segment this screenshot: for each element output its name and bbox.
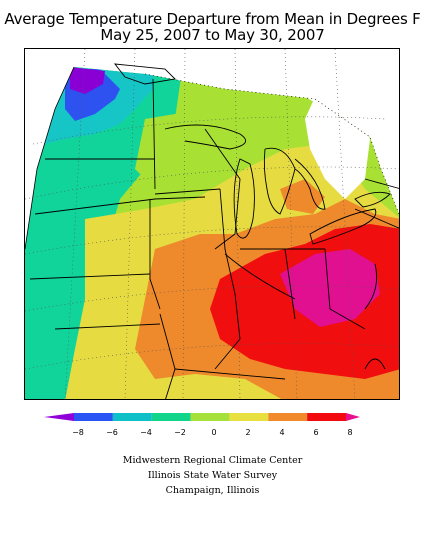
temperature-departure-map (24, 48, 400, 400)
zone-magenta (280, 249, 380, 327)
legend-swatch (74, 413, 113, 421)
legend-labels: −8 −6 −4 −2 0 2 4 6 8 (72, 428, 352, 437)
legend-tick-label: 0 (211, 428, 216, 437)
legend-tick-label: 6 (313, 428, 318, 437)
credit-center: Midwestern Regional Climate Center (122, 455, 303, 466)
legend-swatch (151, 413, 191, 421)
great-lakes (114, 63, 391, 370)
map-canvas (25, 49, 399, 399)
legend-tick-label: −2 (174, 428, 186, 437)
legend-tick-label: 4 (279, 428, 284, 437)
legend-arrow-low (44, 413, 74, 421)
legend-tick-label: −8 (72, 428, 84, 437)
color-legend: −8 −6 −4 −2 0 2 4 6 8 (44, 413, 360, 437)
legend-swatch (229, 413, 269, 421)
graticule (25, 49, 399, 399)
legend-swatches (44, 413, 360, 421)
legend-tick-label: −4 (140, 428, 152, 437)
zone-orange-lobe (280, 179, 325, 214)
legend-swatch (268, 413, 308, 421)
map-title: Average Temperature Departure from Mean … (4, 10, 421, 28)
legend-tick-label: −6 (106, 428, 118, 437)
projection-edge-west (25, 66, 75, 250)
legend-swatch (112, 413, 152, 421)
credit-location: Champaign, Illinois (165, 485, 260, 496)
state-boundaries (29, 78, 399, 399)
credit-survey: Illinois State Water Survey (147, 470, 278, 481)
temperature-field (25, 67, 399, 399)
map-date-range: May 25, 2007 to May 30, 2007 (100, 26, 325, 44)
legend-swatch (190, 413, 230, 421)
legend-tick-label: 2 (245, 428, 250, 437)
zone-violet-northwest (70, 67, 105, 94)
legend-swatch (307, 413, 346, 421)
legend-arrow-high (346, 413, 360, 421)
legend-tick-label: 8 (347, 428, 352, 437)
